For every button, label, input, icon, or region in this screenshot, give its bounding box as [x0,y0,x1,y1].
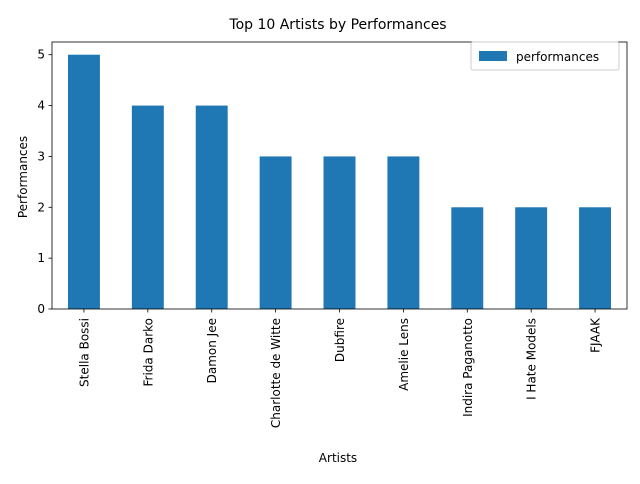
bar [451,207,484,309]
x-tick-label: Dubfire [333,318,347,362]
x-tick-label: I Hate Models [525,318,539,400]
bar [515,207,548,309]
y-tick-label: 5 [37,48,45,62]
bar [387,156,420,309]
legend: performances [470,41,620,71]
y-tick-label: 2 [37,200,45,214]
legend-box [470,41,620,71]
x-axis-label: Artists [319,451,357,465]
y-tick-label: 1 [37,251,45,265]
y-tick-label: 4 [37,99,45,113]
bar [323,156,356,309]
y-tick-label: 0 [37,302,45,316]
chart-title: Top 10 Artists by Performances [228,17,446,33]
y-tick-label: 3 [37,149,45,163]
bar-series [67,54,612,310]
x-tick-label: Stella Bossi [77,318,91,387]
bar [579,207,612,309]
bar [259,156,292,309]
y-axis-label: Performances [16,136,30,218]
y-axis-ticks: 0 1 2 3 4 5 [37,48,52,316]
x-tick-label: Damon Jee [205,318,219,383]
bar [67,54,100,310]
bar [195,105,228,309]
x-tick-label: Charlotte de Witte [269,318,283,428]
x-axis-ticks: Stella Bossi Frida Darko Damon Jee Charlott… [77,309,603,428]
legend-label: performances [516,50,599,64]
plot-frame [51,41,628,310]
x-tick-label: Amelie Lens [397,318,411,391]
x-tick-label: Indira Paganotto [461,318,475,417]
x-tick-label: FJAAK [589,317,603,353]
legend-swatch [479,51,507,61]
bar [131,105,164,309]
axes-frame [51,41,628,310]
x-tick-label: Frida Darko [141,318,155,386]
